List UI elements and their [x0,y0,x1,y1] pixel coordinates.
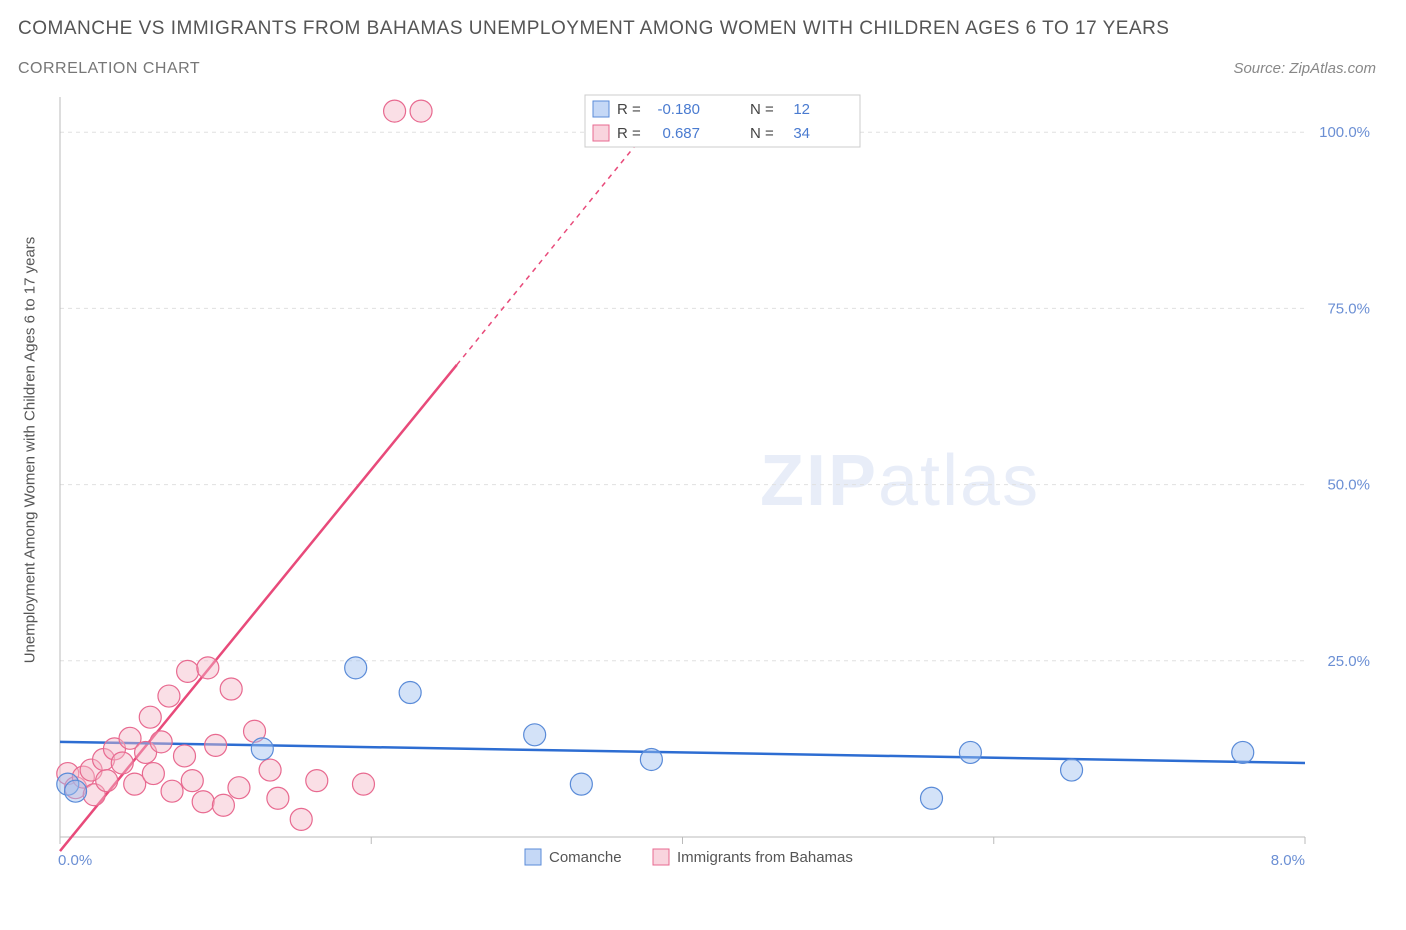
data-point [212,794,234,816]
data-point [142,763,164,785]
plot-area: 25.0% 50.0% 75.0% 100.0% 0.0% 8.0% R = -0.180 N … [55,92,1380,872]
data-point [197,657,219,679]
x-tick-label: 0.0% [58,852,92,869]
trend-line-comanche [60,742,1305,763]
data-point [161,780,183,802]
legend-swatch [653,849,669,865]
legend-label: Immigrants from Bahamas [677,849,853,866]
data-point [177,660,199,682]
data-point [96,770,118,792]
data-point [345,657,367,679]
stats-r-value-comanche: -0.180 [657,101,700,118]
data-point [570,773,592,795]
y-tick-label: 50.0% [1327,477,1370,494]
chart-subtitle: CORRELATION CHART [18,60,200,78]
data-point [1061,759,1083,781]
data-point [192,791,214,813]
stats-r-label: R = [617,125,641,142]
data-point [399,682,421,704]
x-tick-label: 8.0% [1271,852,1305,869]
data-point [220,678,242,700]
data-point [1232,741,1254,763]
y-tick-label: 75.0% [1327,300,1370,317]
stats-n-label: N = [750,101,774,118]
stats-swatch-comanche [593,101,609,117]
stats-r-value-bahamas: 0.687 [662,125,700,142]
trend-line-bahamas [60,365,457,851]
data-point [640,748,662,770]
data-point [267,787,289,809]
y-tick-label: 25.0% [1327,653,1370,670]
stats-swatch-bahamas [593,125,609,141]
data-point [181,770,203,792]
data-point [111,752,133,774]
stats-n-label: N = [750,125,774,142]
data-point [228,777,250,799]
data-point [921,787,943,809]
stats-n-value-comanche: 12 [793,101,810,118]
stats-r-label: R = [617,101,641,118]
scatter-chart: 25.0% 50.0% 75.0% 100.0% 0.0% 8.0% R = -0.180 N … [55,92,1380,872]
data-point [352,773,374,795]
data-point [959,741,981,763]
data-point [290,808,312,830]
data-point [158,685,180,707]
data-point [524,724,546,746]
source-attribution: Source: ZipAtlas.com [1233,60,1376,77]
data-point [205,734,227,756]
y-axis-label: Unemployment Among Women with Children A… [22,237,39,664]
data-point [384,100,406,122]
data-point [65,780,87,802]
data-point [251,738,273,760]
y-tick-label: 100.0% [1319,124,1370,141]
data-point [139,706,161,728]
chart-title: COMANCHE VS IMMIGRANTS FROM BAHAMAS UNEM… [18,18,1169,40]
stats-n-value-bahamas: 34 [793,125,810,142]
data-point [306,770,328,792]
legend-swatch [525,849,541,865]
data-point [259,759,281,781]
data-point [410,100,432,122]
data-point [150,731,172,753]
legend-label: Comanche [549,849,622,866]
data-point [174,745,196,767]
